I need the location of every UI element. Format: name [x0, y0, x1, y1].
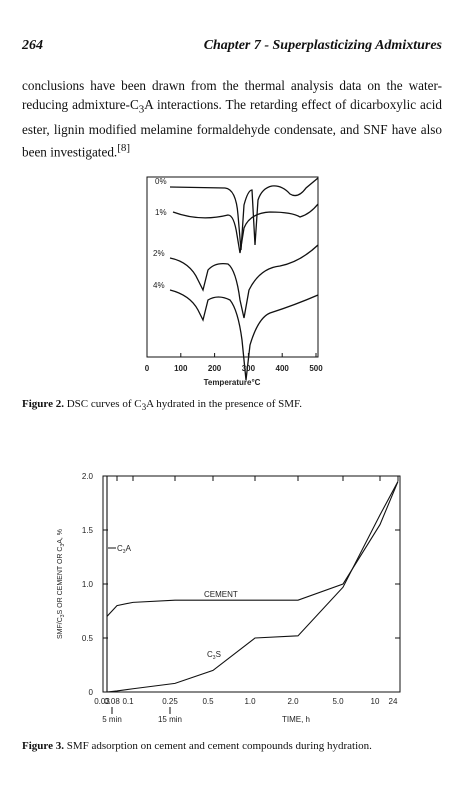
- dsc-curve: [169, 289, 319, 381]
- citation: [8]: [117, 141, 131, 154]
- caption-label: Figure 3.: [22, 740, 64, 752]
- chapter-title: Chapter 7 - Superplasticizing Admixtures: [203, 38, 442, 53]
- x-tick-label: 300: [242, 364, 256, 373]
- caption: Figure 2. DSC curves of C3A hydrated in …: [22, 398, 302, 412]
- x-tick-label: 1.0: [244, 697, 256, 706]
- y-tick-label: 0: [89, 688, 94, 697]
- y-tick-label: 2.0: [82, 472, 94, 481]
- x-tick-label: 0.03: [94, 697, 110, 706]
- figure-3: 0 0.5 1.0 1.5 2.0 0.030.08 0.1 0.25 0.5 1.0 2.0 5.0…: [57, 472, 401, 724]
- x-tick-label: 0.5: [202, 697, 214, 706]
- legend-label: CEMENT: [204, 590, 238, 599]
- caption-text: SMF adsorption on cement and cement comp…: [63, 740, 372, 752]
- x-axis-label: Temperature°C: [204, 378, 261, 387]
- subscript: 3: [138, 103, 145, 116]
- text: S OR CEMENT OR C: [57, 547, 64, 615]
- curve-label: 2%: [153, 249, 165, 258]
- x-tick-label: 0.25: [162, 697, 178, 706]
- x-tick-label: 5.0: [332, 697, 344, 706]
- text: A, %: [57, 529, 64, 544]
- caption: Figure 3. SMF adsorption on cement and c…: [22, 740, 372, 752]
- curve-label: 0%: [155, 177, 167, 186]
- x-tick-label: 0: [145, 364, 150, 373]
- dsc-curve: [169, 177, 319, 251]
- plot-frame: [102, 475, 401, 693]
- text: A interactions. The retarding effect of …: [22, 97, 442, 160]
- header: 264 Chapter 7 - Superplasticizing Admixtu…: [22, 38, 442, 54]
- series-line: [106, 481, 399, 693]
- x-tick-label: 400: [276, 364, 290, 373]
- y-tick-label: 1.0: [82, 580, 94, 589]
- text: C: [117, 544, 123, 553]
- x-tick-label: 24: [389, 697, 398, 706]
- dsc-curve: [172, 203, 319, 254]
- subscript: 3: [60, 544, 66, 547]
- x-tick-label: 10: [371, 697, 380, 706]
- x-tick-label: 0.1: [122, 697, 134, 706]
- dsc-curve: [169, 244, 319, 319]
- y-tick-label: 1.5: [82, 526, 94, 535]
- x-tick-label: 500: [309, 364, 323, 373]
- x-note: 15 min: [158, 715, 182, 724]
- curve-label: 4%: [153, 281, 165, 290]
- x-note: 5 min: [102, 715, 122, 724]
- x-tick-label: 0.08: [104, 697, 120, 706]
- subscript: 3: [141, 402, 147, 413]
- caption-label: Figure 2.: [22, 398, 64, 410]
- text: SMF/C: [57, 617, 64, 639]
- x-axis-label: TIME, h: [282, 715, 310, 724]
- legend-label: C3S: [207, 650, 221, 661]
- y-axis-label: SMF/C3S OR CEMENT OR C3A, %: [57, 529, 66, 639]
- figure-2-labels: 0 100 200 300 400 500 Temperature°C 0% 1% 2% 4%: [145, 177, 323, 387]
- curve-label: 1%: [155, 208, 167, 217]
- x-tick-label: 100: [174, 364, 188, 373]
- paragraph: conclusions have been drawn from the the…: [22, 76, 442, 161]
- text: C: [207, 650, 213, 659]
- text: A: [126, 544, 132, 553]
- text: conclusions have been drawn from the the…: [22, 78, 442, 112]
- x-tick-label: 2.0: [287, 697, 299, 706]
- subscript: 3: [213, 655, 216, 661]
- y-tick-label: 0.5: [82, 634, 94, 643]
- caption-text: DSC curves of C: [63, 398, 142, 410]
- figure-2: [146, 176, 319, 381]
- text: S: [216, 650, 221, 659]
- legend-label: C3A: [117, 544, 132, 555]
- page-number: 264: [22, 38, 43, 53]
- caption-text: A hydrated in the presence of SMF.: [146, 398, 302, 410]
- plot-frame: [146, 176, 319, 358]
- subscript: 3: [60, 614, 66, 617]
- subscript: 3: [123, 549, 126, 555]
- x-tick-label: 200: [208, 364, 222, 373]
- series-line: [106, 481, 399, 617]
